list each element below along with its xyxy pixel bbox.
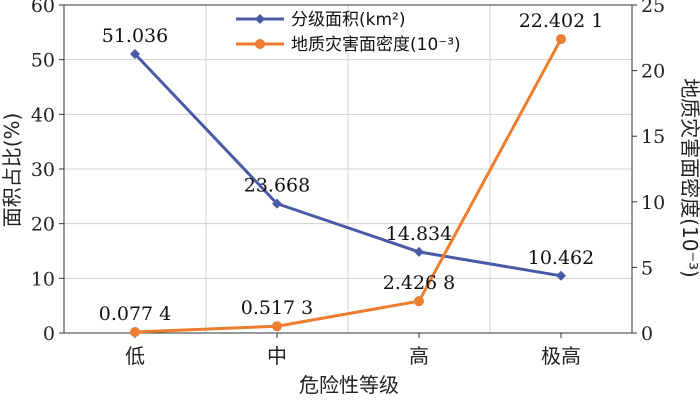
left-tick-label: 50	[31, 50, 55, 72]
right-axis-title: 地质灾害面密度(10⁻³)	[678, 78, 700, 278]
data-point	[130, 326, 140, 337]
series-line	[133, 52, 562, 278]
data-point	[272, 321, 282, 332]
x-tick-label: 极高	[541, 344, 581, 368]
data-label: 14.834	[386, 223, 452, 245]
x-tick-label: 低	[125, 344, 145, 368]
data-label: 22.402 1	[519, 10, 604, 32]
data-point	[414, 246, 424, 257]
x-tick-label: 高	[409, 344, 429, 368]
right-tick-label: 15	[641, 126, 665, 148]
legend-label-area: 分级面积(km²)	[291, 10, 405, 30]
data-point	[414, 296, 424, 307]
series-density: 0.077 4 0.517 3 2.426 8 22.402 1	[99, 10, 604, 337]
data-label: 0.077 4	[99, 303, 172, 325]
data-point	[130, 49, 140, 60]
left-tick-label: 30	[31, 159, 55, 181]
x-axis-categories: 低 中 高 极高	[125, 333, 581, 368]
data-label: 0.517 3	[241, 297, 314, 319]
left-tick-label: 10	[31, 268, 55, 290]
data-point	[556, 270, 566, 281]
right-tick-label: 5	[641, 257, 653, 279]
legend-marker-density	[255, 39, 265, 49]
legend: 分级面积(km²) 地质灾害面密度(10⁻³)	[236, 10, 461, 55]
left-tick-label: 20	[31, 214, 55, 236]
data-label: 2.426 8	[383, 272, 456, 294]
right-axis-ticks: 0 5 10 15 20 25	[632, 0, 665, 345]
grid	[64, 5, 632, 333]
left-axis-title: 面积占比(%)	[0, 113, 24, 228]
left-tick-label: 0	[43, 323, 55, 345]
data-label: 10.462	[528, 247, 594, 269]
right-tick-label: 10	[641, 192, 665, 214]
data-label: 51.036	[102, 25, 168, 47]
legend-label-density: 地质灾害面密度(10⁻³)	[291, 35, 461, 55]
left-axis-ticks: 0 10 20 30 40 50 60	[31, 0, 64, 345]
left-tick-label: 60	[31, 0, 55, 17]
series-area: 51.036 23.668 14.834 10.462	[102, 25, 594, 281]
series-line	[134, 38, 563, 334]
left-tick-label: 40	[31, 104, 55, 126]
legend-marker-area	[255, 14, 265, 24]
right-tick-label: 20	[641, 61, 665, 83]
right-tick-label: 25	[641, 0, 665, 17]
series-layer: 51.036 23.668 14.834 10.462 0.077 4 0.517 3 2.…	[99, 10, 604, 337]
x-axis-title: 危险性等级	[299, 373, 399, 397]
data-point	[556, 34, 566, 45]
x-tick-label: 中	[267, 344, 287, 368]
data-label: 23.668	[244, 175, 310, 197]
right-tick-label: 0	[641, 323, 653, 345]
data-point	[272, 198, 282, 209]
